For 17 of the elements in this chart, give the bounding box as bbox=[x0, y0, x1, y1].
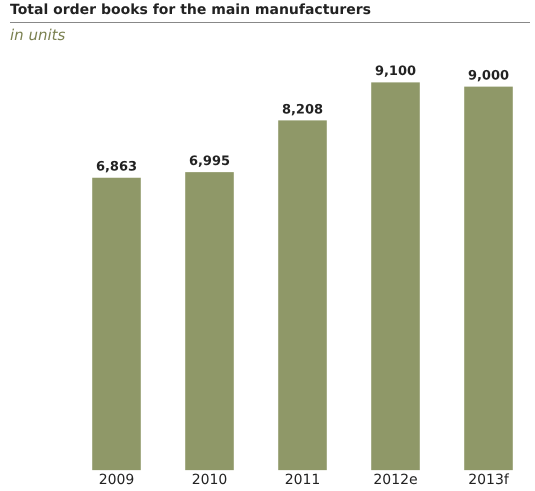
bar bbox=[464, 86, 513, 470]
data-label: 8,208 bbox=[282, 102, 324, 118]
bar bbox=[371, 82, 420, 470]
x-tick-label: 2013f bbox=[468, 472, 510, 488]
data-label: 9,100 bbox=[374, 64, 416, 80]
x-tick-label: 2009 bbox=[98, 472, 134, 488]
data-label: 9,000 bbox=[468, 68, 510, 84]
chart-title: Total order books for the main manufacturers bbox=[10, 2, 372, 18]
x-tick-label: 2011 bbox=[284, 472, 320, 488]
chart-subtitle: in units bbox=[10, 26, 66, 44]
data-label: 6,995 bbox=[188, 154, 230, 169]
x-tick-label: 2012e bbox=[373, 472, 418, 488]
bar bbox=[92, 178, 141, 470]
x-tick-label: 2010 bbox=[192, 472, 228, 488]
data-label: 6,863 bbox=[96, 160, 138, 175]
bar bbox=[278, 120, 327, 470]
bar bbox=[185, 172, 234, 470]
